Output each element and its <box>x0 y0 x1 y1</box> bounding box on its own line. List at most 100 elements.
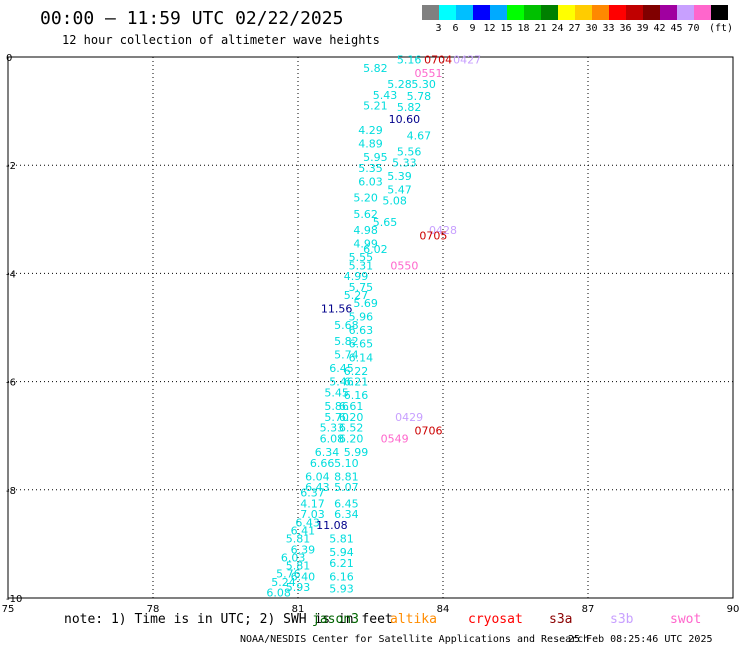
wave-height-label: 6.43 <box>305 481 330 494</box>
wave-height-label: 6.03 <box>358 175 383 188</box>
wave-height-label: 5.27 <box>344 289 369 302</box>
footer-timestamp: 25 Feb 08:25:46 UTC 2025 <box>568 634 713 645</box>
wave-height-label: 0706 <box>415 424 443 437</box>
x-tick-label: 81 <box>292 604 305 615</box>
wave-height-label: 5.28 <box>387 78 412 91</box>
legend-swatch <box>456 5 473 20</box>
wave-height-label: 6.65 <box>349 338 374 351</box>
wave-height-label: 6.34 <box>334 508 359 521</box>
wave-height-label: 5.56 <box>397 146 422 159</box>
wave-height-label: 0549 <box>381 432 409 445</box>
wave-height-label: 6.39 <box>291 543 316 556</box>
wave-height-label: 5.08 <box>382 194 407 207</box>
footer-credit: NOAA/NESDIS Center for Satellite Applica… <box>240 634 590 645</box>
legend-level-label: 18 <box>517 23 530 34</box>
legend-level-label: 39 <box>636 23 649 34</box>
satellite-legend-item: altika <box>390 612 437 627</box>
legend-level-label: 36 <box>619 23 632 34</box>
wave-height-label: 5.16 <box>397 54 422 67</box>
wave-height-label: 5.82 <box>397 101 422 114</box>
wave-height-label: 5.45 <box>324 386 349 399</box>
satellite-legend-item: jason3 <box>312 612 359 627</box>
satellite-legend-item: s3b <box>610 612 634 627</box>
legend-swatch <box>422 5 439 20</box>
legend-swatch <box>575 5 592 20</box>
legend-swatch <box>473 5 490 20</box>
wave-height-label: 0705 <box>419 230 447 243</box>
wave-height-label: 5.10 <box>334 457 359 470</box>
wave-height-label: 0428 <box>429 224 457 237</box>
wave-height-label: 6.34 <box>315 446 340 459</box>
wave-height-label: 6.41 <box>291 524 316 537</box>
wave-height-label: 5.43 <box>373 89 398 102</box>
legend-level-label: 70 <box>687 23 700 34</box>
legend-level-label: 9 <box>469 23 476 34</box>
legend-level-label: 33 <box>602 23 615 34</box>
wave-height-label: 6.21 <box>344 376 369 389</box>
legend-level-label: 12 <box>483 23 496 34</box>
wave-height-label: 5.74 <box>334 349 359 362</box>
legend-swatch <box>592 5 609 20</box>
legend-swatch <box>558 5 575 20</box>
wave-height-label: 4.29 <box>358 124 383 137</box>
wave-height-label: 5.82 <box>334 335 359 348</box>
wave-height-label: 6.40 <box>291 570 316 583</box>
wave-height-label: 6.66 <box>310 457 335 470</box>
wave-height-label: 5.20 <box>353 192 378 205</box>
wave-height-label: 5.33 <box>392 156 417 169</box>
wave-height-label: 5.07 <box>334 481 359 494</box>
satellite-legend-item: s3a <box>549 612 573 627</box>
wave-height-label: 11.08 <box>316 519 348 532</box>
y-tick-label: -6 <box>6 378 16 389</box>
wave-height-label: 5.68 <box>334 319 359 332</box>
wave-height-label: 5.46 <box>329 376 354 389</box>
legend-level-label: 30 <box>585 23 598 34</box>
wave-height-label: 5.82 <box>363 62 388 75</box>
x-tick-label: 78 <box>147 604 160 615</box>
wave-height-label: 6.16 <box>344 389 369 402</box>
wave-height-label: 6.20 <box>339 411 364 424</box>
y-tick-label: -2 <box>6 161 16 172</box>
wave-height-label: 6.20 <box>339 432 364 445</box>
legend-level-label: 27 <box>568 23 581 34</box>
wave-height-label: 5.81 <box>286 560 311 573</box>
wave-height-label: 7.03 <box>300 508 325 521</box>
wave-height-label: 5.95 <box>363 151 388 164</box>
legend-swatch <box>490 5 507 20</box>
legend-unit: (ft) <box>708 23 734 34</box>
wave-height-label: 6.02 <box>363 243 388 256</box>
x-tick-label: 84 <box>437 604 450 615</box>
satellite-legend-item: swot <box>670 612 702 627</box>
wave-height-label: 0704 <box>424 54 452 67</box>
wave-height-label: 5.86 <box>324 400 349 413</box>
wave-height-label: 4.17 <box>300 497 325 510</box>
map-title: 00:00 – 11:59 UTC 02/22/2025 <box>40 8 344 29</box>
legend-swatch <box>660 5 677 20</box>
wave-height-label: 5.39 <box>387 170 412 183</box>
wave-height-label: 8.81 <box>334 470 359 483</box>
satellite-legend-item: cryosat <box>468 612 523 627</box>
legend-swatch <box>439 5 456 20</box>
legend-swatch <box>524 5 541 20</box>
wave-height-label: 5.33 <box>320 422 345 435</box>
wave-height-label: 0551 <box>415 67 443 80</box>
map-frame <box>7 56 734 599</box>
x-tick-label: 87 <box>582 604 595 615</box>
wave-height-label: 6.22 <box>344 365 369 378</box>
wave-height-label: 5.96 <box>349 311 374 324</box>
wave-height-label: 10.60 <box>389 113 421 126</box>
wave-height-label: 5.70 <box>324 411 349 424</box>
wave-height-label: 0550 <box>390 259 418 272</box>
legend-level-label: 6 <box>452 23 459 34</box>
legend-swatch <box>626 5 643 20</box>
y-tick-label: -10 <box>6 594 22 605</box>
wave-height-label: 4.99 <box>344 270 369 283</box>
legend-swatch <box>507 5 524 20</box>
wave-height-label: 6.08 <box>266 587 291 600</box>
wave-height-label: 5.35 <box>358 162 383 175</box>
wave-height-label: 5.78 <box>407 90 432 103</box>
wave-height-label: 5.93 <box>286 581 311 594</box>
legend-level-label: 42 <box>653 23 666 34</box>
wave-height-label: 6.37 <box>300 487 325 500</box>
x-tick-label: 90 <box>727 604 740 615</box>
